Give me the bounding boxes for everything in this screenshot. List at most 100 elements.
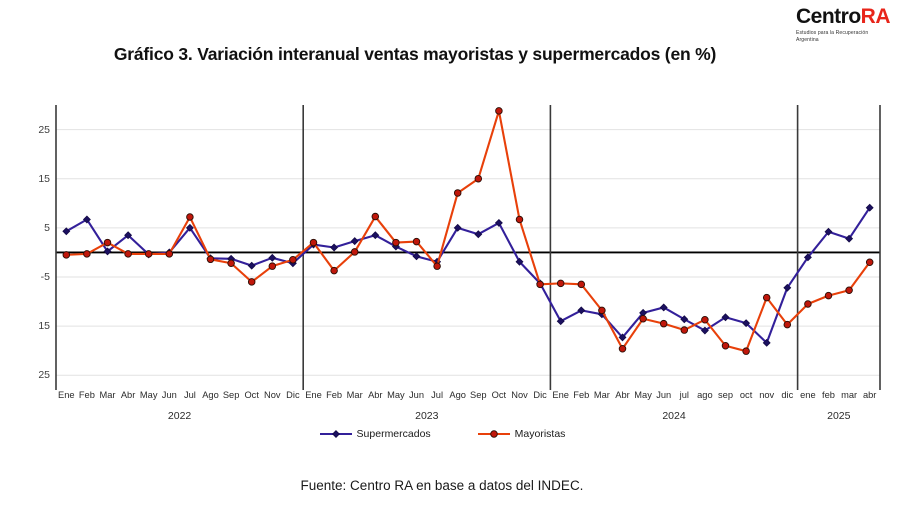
x-axis-year-label: 2023 (415, 410, 439, 422)
x-axis-month-label: dic (781, 390, 794, 400)
logo: CentroRA Estudios para la Recuperación A… (795, 6, 891, 45)
data-point (577, 280, 586, 289)
x-axis-month-label: abr (862, 390, 877, 400)
x-axis-year-label: 2025 (827, 410, 851, 422)
x-axis-month-label: Jun (161, 390, 177, 400)
x-axis-month-label: Mar (346, 390, 363, 400)
x-axis-month-label: ago (697, 390, 713, 400)
data-point (804, 300, 812, 308)
data-point (144, 250, 153, 258)
data-point (62, 227, 71, 236)
data-point (289, 256, 297, 264)
x-axis-month-label: Abr (368, 390, 383, 400)
logo-wordmark: CentroRA (796, 6, 891, 27)
legend-label: Supermercados (356, 428, 431, 440)
x-axis-month-label: May (139, 390, 158, 400)
x-axis-month-label: Mar (593, 390, 610, 400)
x-axis-month-label: Nov (511, 390, 528, 400)
y-axis-tick-label: -5 (40, 270, 50, 283)
data-point (845, 234, 854, 243)
data-point (783, 320, 792, 329)
legend-item-supermercados[interactable]: Supermercados (319, 428, 431, 440)
data-point (62, 251, 71, 259)
chart-title: Gráfico 3. Variación interanual ventas m… (113, 44, 717, 64)
logo-tagline: Estudios para la Recuperación Argentina (795, 30, 869, 44)
source-note: Fuente: Centro RA en base a datos del IN… (300, 478, 584, 493)
x-axis-month-label: Feb (573, 390, 590, 400)
data-point (515, 215, 524, 224)
data-point (392, 238, 400, 247)
y-axis-tick-label: 15 (38, 172, 50, 185)
data-point (268, 253, 277, 262)
x-axis-month-label: Sep (470, 390, 487, 400)
data-point (721, 342, 730, 350)
legend-item-mayoristas[interactable]: Mayoristas (477, 428, 566, 440)
x-axis-month-label: Oct (244, 390, 259, 400)
data-point (83, 250, 91, 258)
legend-diamond-marker-icon (319, 430, 352, 438)
x-axis-month-label: Ago (202, 390, 219, 400)
data-point (659, 303, 668, 312)
data-point (330, 266, 338, 275)
data-point (474, 230, 483, 239)
data-point (433, 262, 441, 270)
data-point (247, 278, 256, 286)
data-point (845, 286, 853, 294)
data-point (371, 212, 380, 221)
data-point (350, 248, 359, 256)
data-point (453, 189, 462, 197)
series-line-supermercados (65, 206, 871, 344)
x-axis-month-label: Jun (409, 390, 424, 400)
data-point (556, 317, 565, 326)
data-point (371, 231, 380, 240)
data-point (247, 261, 256, 270)
data-point (453, 223, 462, 232)
x-axis-month-label: Abr (615, 390, 630, 400)
data-point (865, 203, 874, 212)
x-axis-month-label: Mar (99, 390, 116, 400)
series-line-mayoristas (65, 109, 871, 353)
data-point (165, 250, 174, 258)
data-point (824, 291, 833, 300)
x-axis-month-label: oct (739, 390, 753, 400)
data-point (783, 283, 792, 292)
data-point (680, 326, 689, 334)
data-point (309, 238, 318, 247)
data-point (330, 243, 339, 252)
data-point (350, 237, 359, 246)
y-axis-tick-label: 25 (38, 123, 50, 136)
x-axis-month-label: nov (759, 390, 775, 400)
legend-label: Mayoristas (514, 428, 566, 440)
y-axis-tick-label: 25 (38, 369, 50, 382)
y-axis-tick-label: 5 (44, 221, 50, 234)
data-point (762, 338, 771, 347)
x-axis-month-label: Ene (552, 390, 569, 400)
data-point (598, 306, 606, 315)
x-axis-month-label: Jul (431, 390, 444, 400)
data-point (618, 344, 627, 353)
data-point (494, 218, 503, 227)
data-point (762, 293, 771, 302)
data-point (865, 258, 874, 266)
data-point (412, 237, 421, 246)
data-point (556, 279, 565, 288)
x-axis-month-label: ene (800, 390, 816, 400)
data-point (103, 238, 112, 247)
x-axis-month-label: Sep (222, 390, 240, 400)
x-axis-year-label: 2022 (167, 410, 192, 422)
data-point (206, 255, 215, 264)
chart-area: 25 15 5 -5 15 25 (18, 105, 884, 390)
data-point (536, 280, 544, 289)
x-axis-month-label: Ene (58, 390, 75, 400)
data-point (700, 326, 709, 335)
data-point (721, 313, 730, 322)
data-point (185, 223, 194, 232)
data-point (495, 107, 503, 115)
x-axis-month-label: Abr (120, 390, 136, 400)
data-point (803, 253, 812, 262)
data-point (186, 213, 194, 221)
data-point (618, 333, 627, 342)
x-axis-year-label: 2024 (662, 410, 686, 422)
x-axis-month-label: Nov (264, 390, 281, 400)
y-axis-tick-label: 15 (38, 320, 50, 333)
